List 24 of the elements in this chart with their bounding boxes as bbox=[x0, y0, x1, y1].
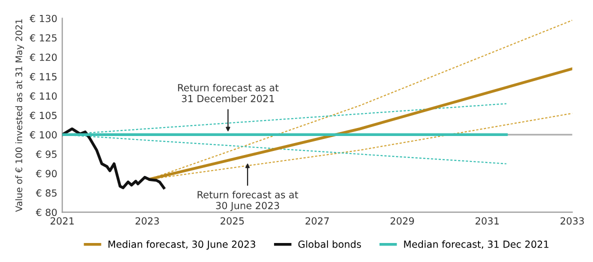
annotation: Return forecast as at 31 December 2021 bbox=[178, 84, 279, 102]
y-tick-label: € 100 bbox=[30, 131, 57, 138]
y-tick-label: € 125 bbox=[30, 34, 57, 42]
x-tick-label: 2031 bbox=[476, 217, 499, 225]
y-tick-label: € 110 bbox=[30, 92, 57, 100]
y-tick-label: € 120 bbox=[30, 54, 57, 61]
y-tick-label: € 115 bbox=[30, 72, 57, 80]
legend-label: Global bonds bbox=[298, 240, 361, 248]
y-tick-label: € 130 bbox=[30, 14, 57, 22]
y-axis-title: Value of € 100 invested as at 31 May 2021 bbox=[15, 19, 24, 212]
x-tick-label: 2027 bbox=[306, 217, 329, 225]
y-tick-label: € 90 bbox=[36, 170, 57, 178]
x-tick-label: 2021 bbox=[50, 217, 74, 225]
y-tick-label: € 105 bbox=[30, 112, 57, 120]
x-tick-label: 2033 bbox=[560, 217, 584, 225]
x-tick-label: 2023 bbox=[136, 217, 159, 225]
x-tick-label: 2025 bbox=[220, 217, 244, 225]
legend-label: Median forecast, 31 Dec 2021 bbox=[404, 240, 548, 249]
legend-label: Median forecast, 30 June 2023 bbox=[108, 240, 256, 250]
y-tick-label: € 95 bbox=[36, 150, 57, 158]
y-tick-label: € 80 bbox=[36, 208, 57, 216]
y-tick-label: € 85 bbox=[36, 189, 57, 197]
x-tick-label: 2029 bbox=[390, 217, 414, 225]
annotation: Return forecast as at 30 June 2023 bbox=[198, 190, 298, 212]
